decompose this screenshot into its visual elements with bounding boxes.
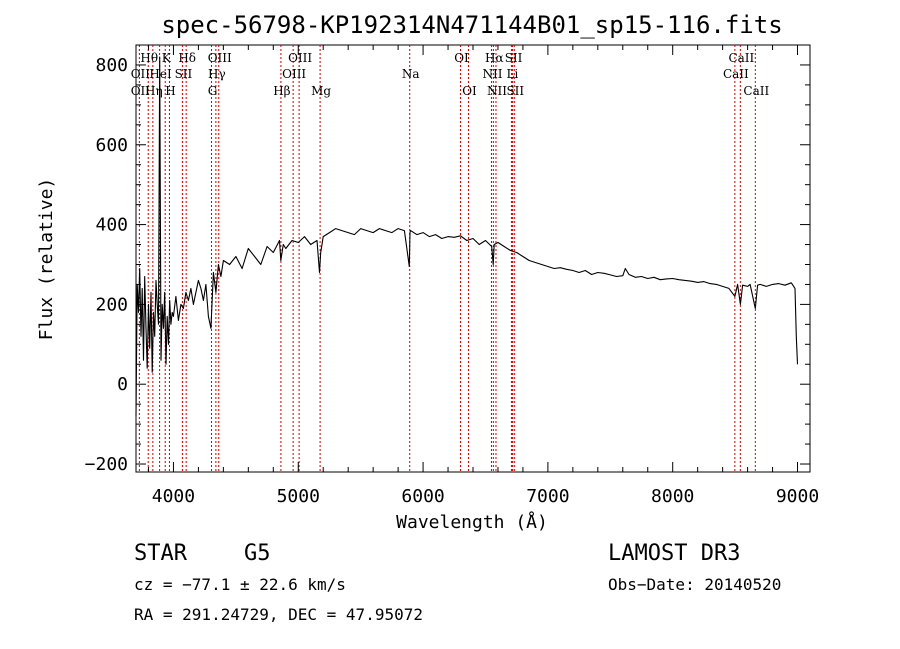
spectral-line-label: CaII	[723, 67, 749, 81]
redshift-readout: cz = −77.1 ± 22.6 km/s	[134, 575, 346, 594]
spectral-line-label: SII	[505, 51, 523, 65]
spectral-line-label: OIII	[282, 67, 306, 81]
spectral-line-label: CaII	[743, 84, 769, 98]
spectral-line-label: Li	[507, 67, 519, 81]
spectral-line-label: NII	[487, 84, 507, 98]
survey-name: LAMOST DR3	[608, 541, 740, 566]
observation-date: Obs−Date: 20140520	[608, 575, 781, 594]
spectral-line-label: Hθ	[140, 51, 158, 65]
spectral-line-label: CaII	[728, 51, 754, 65]
x-tick-label: 7000	[526, 486, 569, 507]
spectral-line-label: Hγ	[208, 67, 226, 81]
y-tick-label: 800	[95, 55, 128, 76]
x-axis-ticks: 4000 5000 6000 7000 8000 9000	[147, 45, 819, 507]
x-tick-label: 8000	[651, 486, 694, 507]
spectral-line-label: K	[162, 51, 172, 65]
spectral-line-label: Hβ	[273, 84, 290, 98]
x-axis-label: Wavelength (Å)	[396, 511, 548, 533]
y-tick-label: 400	[95, 215, 128, 236]
spectral-line-markers	[138, 45, 756, 472]
spectral-line-label: OIII	[288, 51, 312, 65]
spectral-line-label: HeI	[149, 67, 172, 81]
spectral-line-label: OII	[131, 67, 151, 81]
spectral-line-label: Hα	[485, 51, 504, 65]
x-tick-label: 4000	[152, 486, 195, 507]
y-tick-label: 200	[95, 294, 128, 315]
object-subclass: G5	[244, 541, 271, 566]
flux-series	[135, 56, 799, 417]
flux-series-line	[135, 56, 799, 417]
x-tick-label: 5000	[277, 486, 320, 507]
spectral-line-label: OI	[454, 51, 469, 65]
x-tick-label: 6000	[401, 486, 444, 507]
spectral-line-label: NII	[482, 67, 502, 81]
spectral-line-label: OIII	[208, 51, 232, 65]
spectral-line-label: Na	[402, 67, 420, 81]
chart-title: spec-56798-KP192314N471144B01_sp15-116.f…	[161, 11, 782, 39]
spectral-line-label: OII	[131, 84, 151, 98]
spectral-line-label: SII	[175, 67, 193, 81]
spectral-line-label: SII	[506, 84, 524, 98]
spectral-line-label: H	[165, 84, 175, 98]
coordinates-readout: RA = 291.24729, DEC = 47.95072	[134, 605, 423, 624]
spectral-line-label: OI	[462, 84, 477, 98]
y-axis-ticks: −200 0 200 400 600 800	[85, 44, 810, 475]
spectral-line-label: G	[208, 84, 218, 98]
spectral-line-label: Hη	[145, 84, 163, 98]
y-tick-label: 600	[95, 135, 128, 156]
y-axis-label: Flux (relative)	[36, 178, 57, 341]
y-tick-label: −200	[85, 454, 128, 475]
spectral-line-label: Mg	[311, 84, 331, 98]
spectral-line-label: Hδ	[178, 51, 196, 65]
x-tick-label: 9000	[776, 486, 819, 507]
object-class: STAR	[134, 541, 188, 566]
y-tick-label: 0	[117, 374, 128, 395]
